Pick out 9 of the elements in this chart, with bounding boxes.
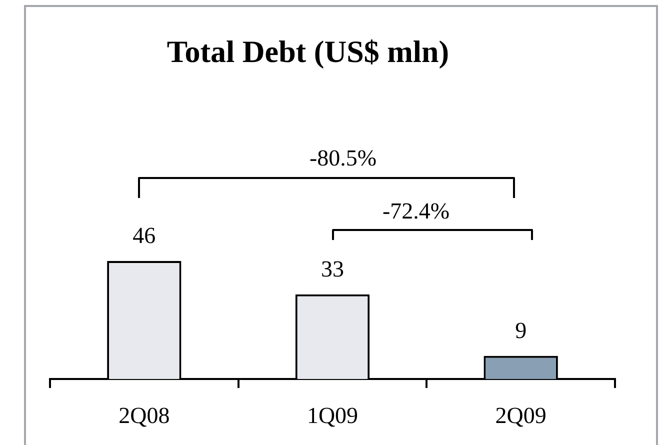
x-tick-label: 2Q09 [495, 402, 546, 428]
x-tick-label: 2Q08 [118, 402, 170, 428]
x-tick-label: 1Q09 [306, 402, 358, 428]
text: -72.4% [382, 198, 450, 224]
text: -80.5% [309, 146, 377, 170]
data-label: 33 [321, 256, 344, 282]
data-label: 46 [132, 223, 156, 248]
data-label: 9 [515, 318, 527, 343]
chart-title: Total Debt (US$ mln) [166, 34, 450, 69]
